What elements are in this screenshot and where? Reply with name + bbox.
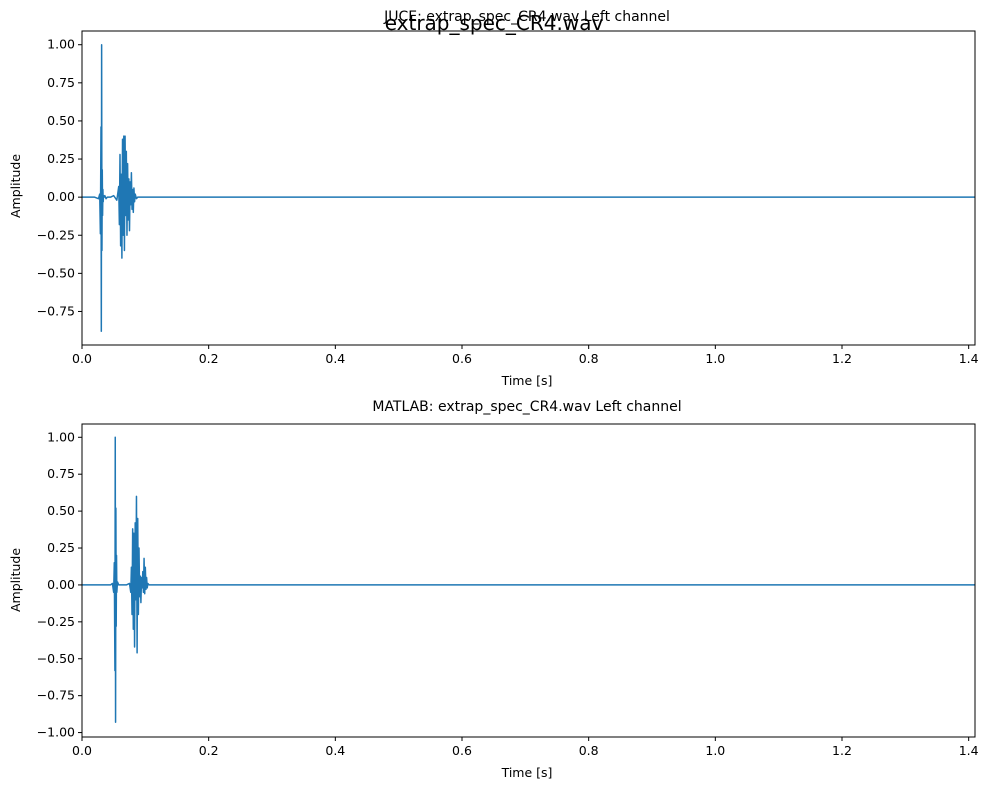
figure-suptitle: extrap_spec_CR4.wav <box>385 11 604 35</box>
y-tick-label: −0.25 <box>37 614 75 629</box>
series-line-group <box>82 436 975 723</box>
series-line <box>82 43 975 333</box>
y-tick-label: −1.00 <box>37 725 75 740</box>
y-axis-ticks: 1.00 0.75 0.50 0.25 0.00 −0.25 −0.50 −0.75 <box>37 37 82 318</box>
x-axis-ticks: 0.0 0.2 0.4 0.6 0.8 1.0 1.2 1.4 <box>72 737 979 758</box>
series-line <box>82 436 975 723</box>
series-line-group <box>82 43 975 333</box>
subplot-juce: JUCE: extrap_spec_CR4.wav Left channel 0… <box>8 9 979 388</box>
y-axis-label: Amplitude <box>8 548 23 612</box>
x-axis-ticks: 0.0 0.2 0.4 0.6 0.8 1.0 1.2 1.4 <box>72 345 979 366</box>
y-tick-label: −0.75 <box>37 688 75 703</box>
y-tick-label: 1.00 <box>47 429 75 444</box>
x-tick-label: 1.4 <box>959 351 979 366</box>
x-tick-label: 0.4 <box>325 743 345 758</box>
y-tick-label: −0.25 <box>37 227 75 242</box>
subplot-title: MATLAB: extrap_spec_CR4.wav Left channel <box>372 399 681 415</box>
x-tick-label: 1.2 <box>832 743 852 758</box>
x-tick-label: 0.0 <box>72 351 92 366</box>
subplot-title: JUCE: extrap_spec_CR4.wav Left channel <box>383 9 670 25</box>
y-tick-label: 0.25 <box>47 151 75 166</box>
x-tick-label: 1.4 <box>959 743 979 758</box>
y-axis-ticks: 1.00 0.75 0.50 0.25 0.00 −0.25 −0.50 −0.75 −1.00 <box>37 429 82 740</box>
x-tick-label: 0.2 <box>199 743 219 758</box>
x-tick-label: 0.0 <box>72 743 92 758</box>
x-tick-label: 1.0 <box>705 351 725 366</box>
y-tick-label: −0.50 <box>37 651 75 666</box>
axes-frame <box>81 423 976 738</box>
x-tick-label: 0.4 <box>325 351 345 366</box>
x-tick-label: 0.2 <box>199 351 219 366</box>
y-tick-label: 0.75 <box>47 466 75 481</box>
y-axis-label: Amplitude <box>8 154 23 218</box>
x-tick-label: 1.0 <box>705 743 725 758</box>
y-tick-label: 0.00 <box>47 189 75 204</box>
subplot-matlab: MATLAB: extrap_spec_CR4.wav Left channel… <box>8 399 979 780</box>
x-axis-label: Time [s] <box>501 765 553 780</box>
y-tick-label: 0.00 <box>47 577 75 592</box>
y-tick-label: 0.75 <box>47 75 75 90</box>
x-tick-label: 0.8 <box>579 743 599 758</box>
x-tick-label: 1.2 <box>832 351 852 366</box>
y-tick-label: 0.50 <box>47 113 75 128</box>
axes-frame <box>81 30 976 346</box>
x-tick-label: 0.8 <box>579 351 599 366</box>
y-tick-label: −0.50 <box>37 265 75 280</box>
y-tick-label: 0.25 <box>47 540 75 555</box>
x-tick-label: 0.6 <box>452 743 472 758</box>
y-tick-label: −0.75 <box>37 303 75 318</box>
y-tick-label: 1.00 <box>47 37 75 52</box>
x-tick-label: 0.6 <box>452 351 472 366</box>
y-tick-label: 0.50 <box>47 503 75 518</box>
x-axis-label: Time [s] <box>501 373 553 388</box>
